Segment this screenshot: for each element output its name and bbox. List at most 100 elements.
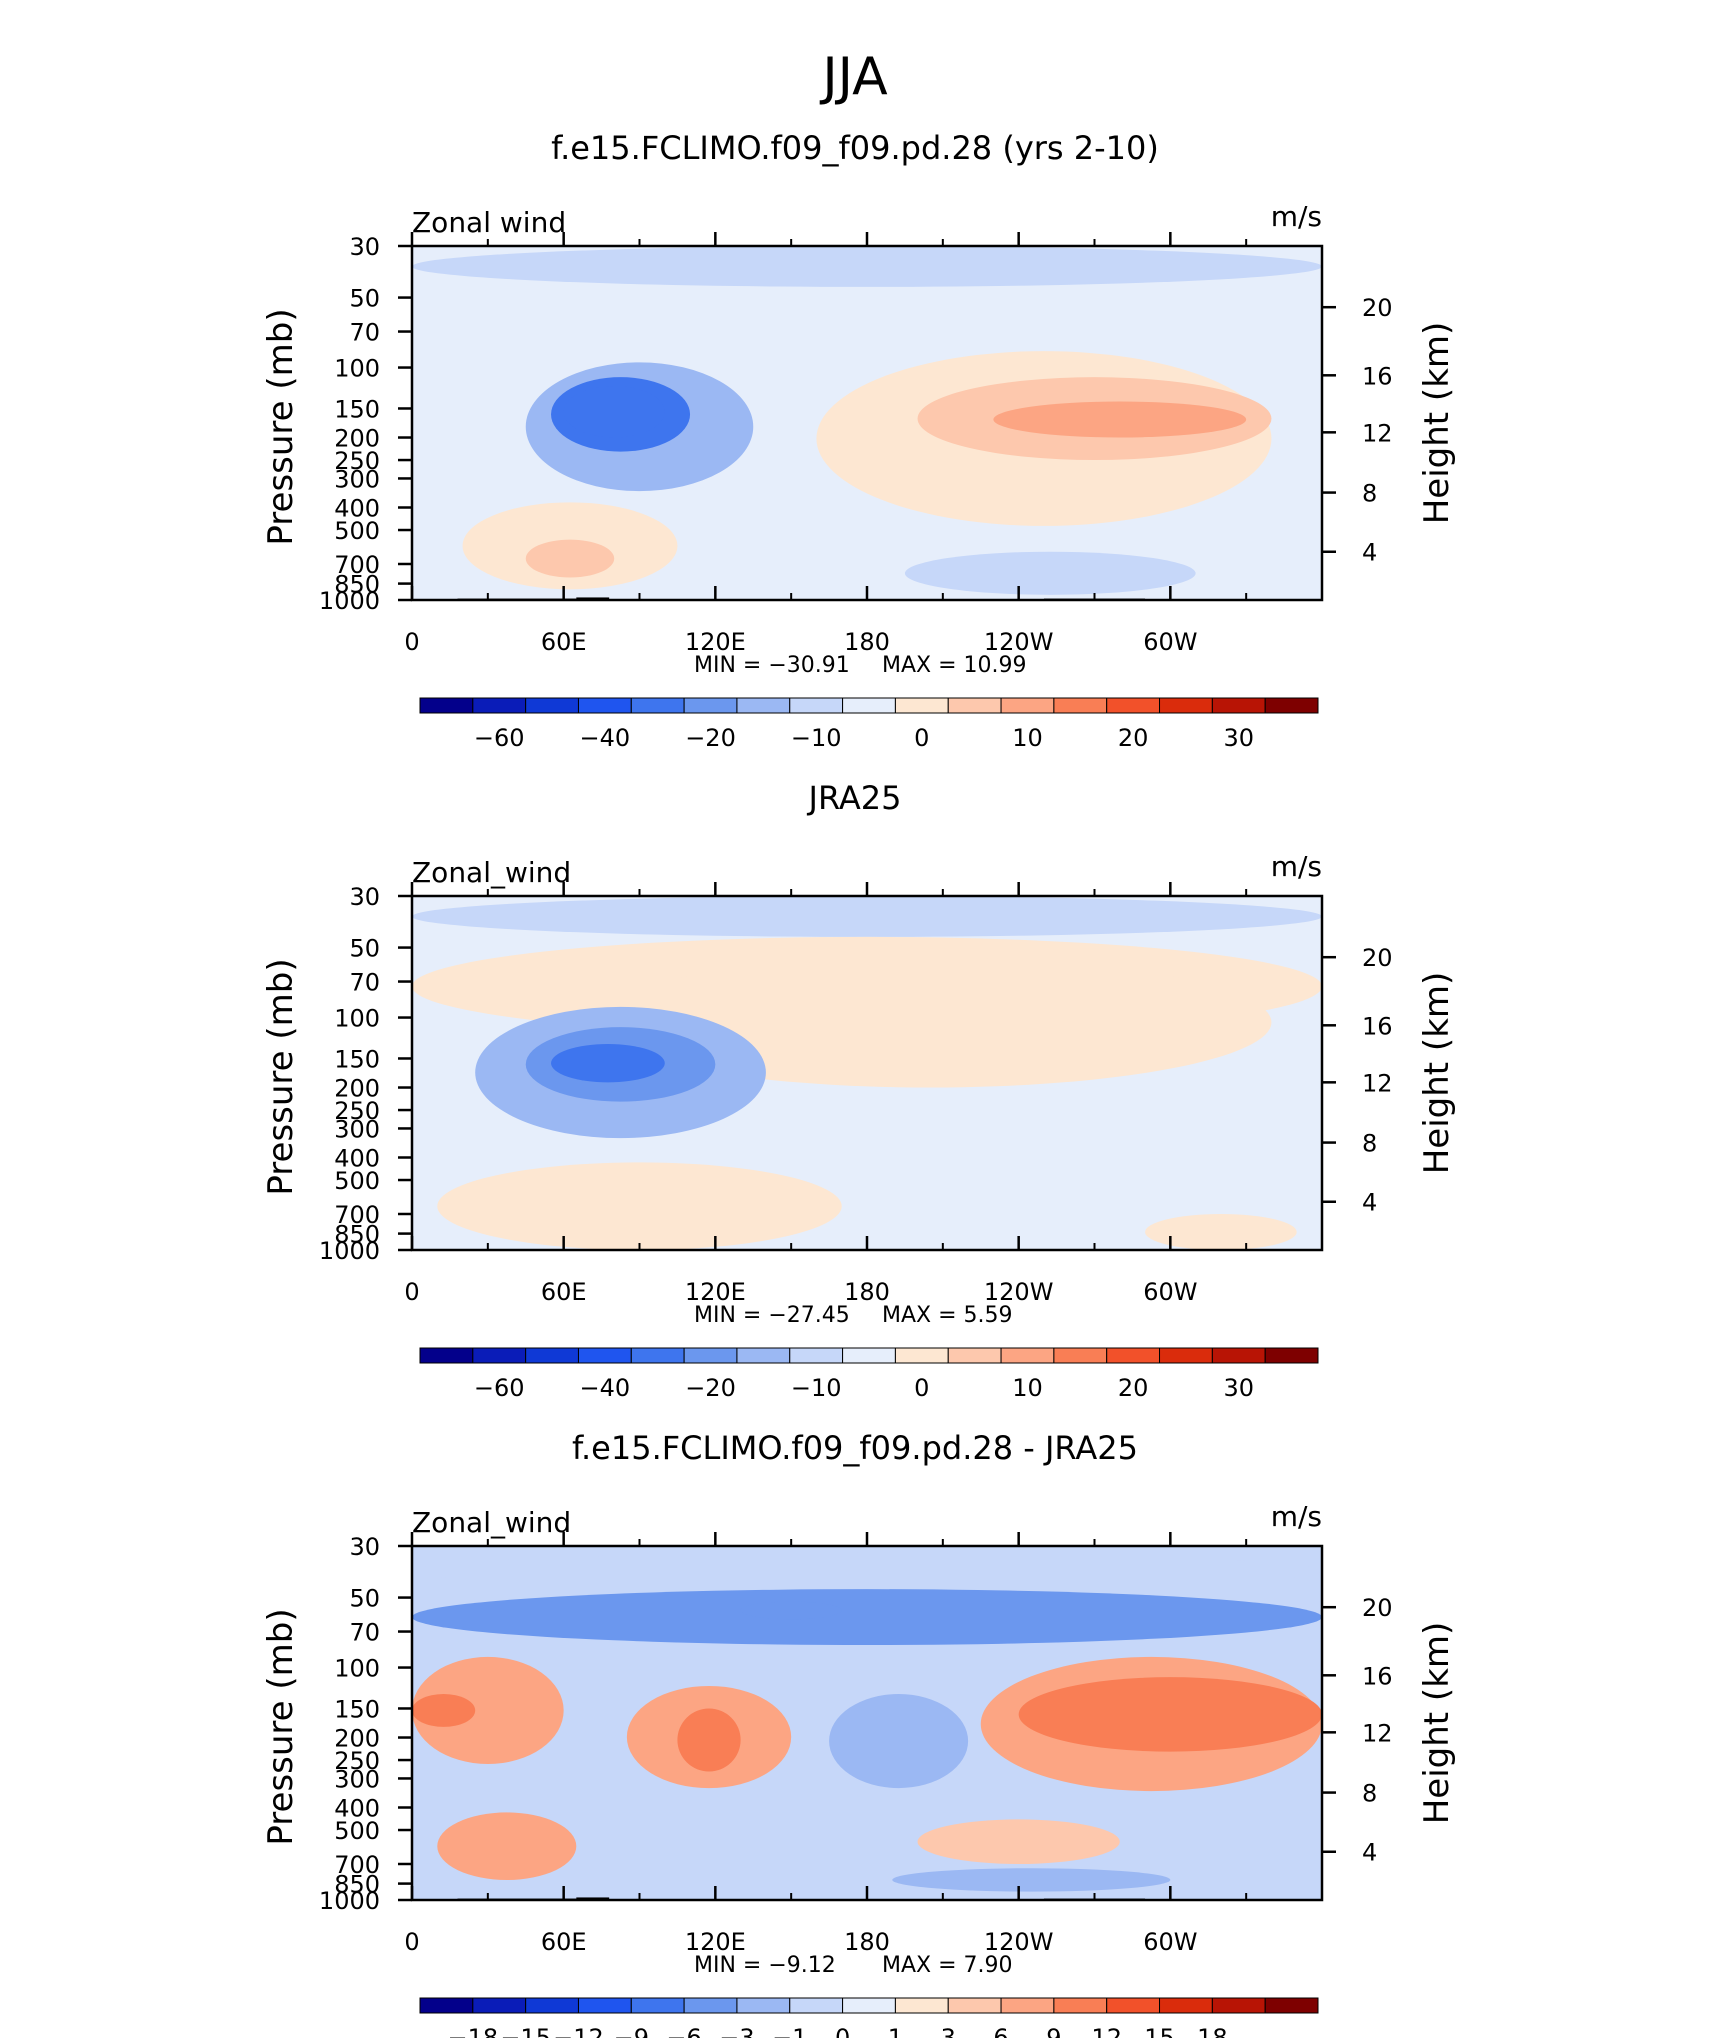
- panel-3-topography-1: [576, 1897, 610, 1900]
- panel-2-colorbar-label: 30: [1223, 1374, 1254, 1402]
- panel-1-ytick-label: 70: [349, 319, 380, 347]
- panel-3-title: f.e15.FCLIMO.f09_f09.pd.28 - JRA25: [572, 1429, 1138, 1467]
- panel-1: f.e15.FCLIMO.f09_f09.pd.28 (yrs 2-10) Zon…: [261, 129, 1457, 752]
- panel-3-xtick-label: 60E: [541, 1928, 587, 1956]
- panel-2-xtick-label: 60E: [541, 1278, 587, 1306]
- panel-3-contour-region-0: [412, 1552, 1322, 1590]
- panel-2-ytick-label: 150: [334, 1045, 380, 1073]
- panel-3-ytick-label: 1000: [319, 1887, 380, 1915]
- panel-2-ytick-label: 30: [349, 883, 380, 911]
- panel-1-colorbar-label: −20: [685, 724, 736, 752]
- panel-1-ytick-label: 300: [334, 465, 380, 493]
- panel-1-ytick-label: 50: [349, 285, 380, 313]
- panel-3-ytick-label: 850: [334, 1871, 380, 1899]
- panel-1-xtick-label: 120W: [984, 628, 1054, 656]
- panel-1-colorbar-label: −40: [580, 724, 631, 752]
- panel-3-colorbar-label: −12: [553, 2024, 604, 2038]
- panel-2-ytick-label: 700: [334, 1201, 380, 1229]
- panel-1-colorbar-label: −60: [474, 724, 525, 752]
- panel-3-xtick-label: 120W: [984, 1928, 1054, 1956]
- panel-2-xtick-label: 180: [844, 1278, 890, 1306]
- panel-1-colorbar-label: 10: [1012, 724, 1043, 752]
- panel-1-contour-region-3: [563, 385, 665, 438]
- panel-2-colorbar-label: −60: [474, 1374, 525, 1402]
- panel-1-colorbar-swatch: [1211, 697, 1266, 714]
- panel-2: JRA25 Zonal_wind m/s 0 60E 120E 180 120W 60W 30 50…: [261, 779, 1457, 1402]
- panel-2-colorbar-label: −40: [580, 1374, 631, 1402]
- panel-3-contour-region-7: [829, 1694, 969, 1789]
- panel-2-contour-region-7: [500, 1169, 691, 1240]
- panel-1-colorbar-swatch: [577, 697, 632, 714]
- panel-1-htick-label: 4: [1362, 539, 1377, 567]
- panel-1-ytick-label: 250: [334, 447, 380, 475]
- panel-2-colorbar-swatch: [472, 1347, 527, 1364]
- panel-3-colorbar-label: −1: [772, 2024, 807, 2038]
- panel-1-ytick-label: 1000: [319, 587, 380, 615]
- panel-1-topography-1: [576, 597, 610, 600]
- panel-3-ytick-label: 700: [334, 1851, 380, 1879]
- panel-1-colorbar-swatch: [683, 697, 738, 714]
- panel-3-colorbar-swatch: [842, 1997, 896, 2014]
- panel-1-htick-label: 20: [1362, 294, 1393, 322]
- panel-3-variable: Zonal_wind: [412, 1506, 571, 1539]
- panel-2-contour-region-8: [1145, 1213, 1297, 1251]
- panel-1-ytick-label: 400: [334, 494, 380, 522]
- panel-3-ytick-label: 400: [334, 1794, 380, 1822]
- panel-2-ytick-label: 250: [334, 1097, 380, 1125]
- panel-3-ytick-label: 100: [334, 1655, 380, 1683]
- panel-3-ytick-label: 500: [334, 1817, 380, 1845]
- panel-3-ytick-label: 200: [334, 1725, 380, 1753]
- panel-1-colorbar-swatch: [736, 697, 791, 714]
- panel-3-colorbar-label: −9: [614, 2024, 649, 2038]
- panel-2-colorbar-swatch: [842, 1347, 896, 1364]
- panel-1-colorbar-swatch: [630, 697, 685, 714]
- panel-3-colorbar-swatch: [1264, 1997, 1319, 2014]
- panel-2-ytick-label: 100: [334, 1005, 380, 1033]
- panel-2-colorbar-swatch: [1159, 1347, 1213, 1364]
- panel-3-contour-region-1: [412, 1589, 1322, 1646]
- panel-3-colorbar-swatch: [789, 1997, 844, 2014]
- panel-2-ytick-label: 1000: [319, 1237, 380, 1265]
- panel-1-colorbar-swatch: [1159, 697, 1213, 714]
- panel-1-htick-label: 12: [1362, 419, 1393, 447]
- panel-3-min-label: MIN = −9.12: [694, 1953, 836, 1978]
- panel-3-colorbar-swatch: [1000, 1997, 1055, 2014]
- panel-1-colorbar-label: 30: [1223, 724, 1254, 752]
- panel-3-contour-region-4: [412, 1694, 476, 1727]
- panel-1-colorbar-label: −10: [791, 724, 842, 752]
- panel-3-colorbar-label: −15: [500, 2024, 551, 2038]
- panel-3-colorbar-swatch: [577, 1997, 632, 2014]
- panel-2-ytick-label: 850: [334, 1221, 380, 1249]
- panel-2-colorbar-label: −20: [685, 1374, 736, 1402]
- panel-2-variable: Zonal_wind: [412, 856, 571, 889]
- panel-3-colorbar-label: −6: [666, 2024, 701, 2038]
- panel-1-colorbar-swatch: [842, 697, 896, 714]
- panel-3-xtick-label: 120E: [685, 1928, 746, 1956]
- panel-3-colorbar-swatch: [472, 1997, 527, 2014]
- panel-1-units: m/s: [1271, 200, 1322, 233]
- panel-3-contour-region-12: [892, 1868, 1171, 1892]
- panel-1-colorbar-swatch: [789, 697, 844, 714]
- panel-3-colorbar-label: 0: [835, 2024, 850, 2038]
- panel-3-colorbar-label: 1: [888, 2024, 903, 2038]
- panel-1-colorbar-label: 0: [914, 724, 929, 752]
- panel-2-colorbar-swatch: [577, 1347, 632, 1364]
- panel-1-ytick-label: 100: [334, 355, 380, 383]
- panel-3-contour-region-2: [740, 1601, 842, 1620]
- panel-1-htick-label: 8: [1362, 480, 1377, 508]
- panel-3-contour-region-3: [412, 1656, 564, 1765]
- panel-2-htick-label: 20: [1362, 944, 1393, 972]
- panel-3-units: m/s: [1271, 1500, 1322, 1533]
- panel-2-colorbar-swatch: [1053, 1347, 1108, 1364]
- panel-1-colorbar-swatch: [947, 697, 1002, 714]
- panel-3-htick-label: 4: [1362, 1839, 1377, 1867]
- panel-3-max-label: MAX = 7.90: [882, 1953, 1013, 1978]
- panel-1-ytick-label: 700: [334, 551, 380, 579]
- panel-2-colorbar-swatch: [1264, 1347, 1319, 1364]
- panel-3-contour-region-6: [677, 1708, 741, 1772]
- figure-title: JJA: [819, 47, 888, 107]
- panel-3-xtick-label: 180: [844, 1928, 890, 1956]
- panel-2-contour-region-0: [412, 896, 1322, 937]
- panel-3-colorbar-label: 3: [941, 2024, 956, 2038]
